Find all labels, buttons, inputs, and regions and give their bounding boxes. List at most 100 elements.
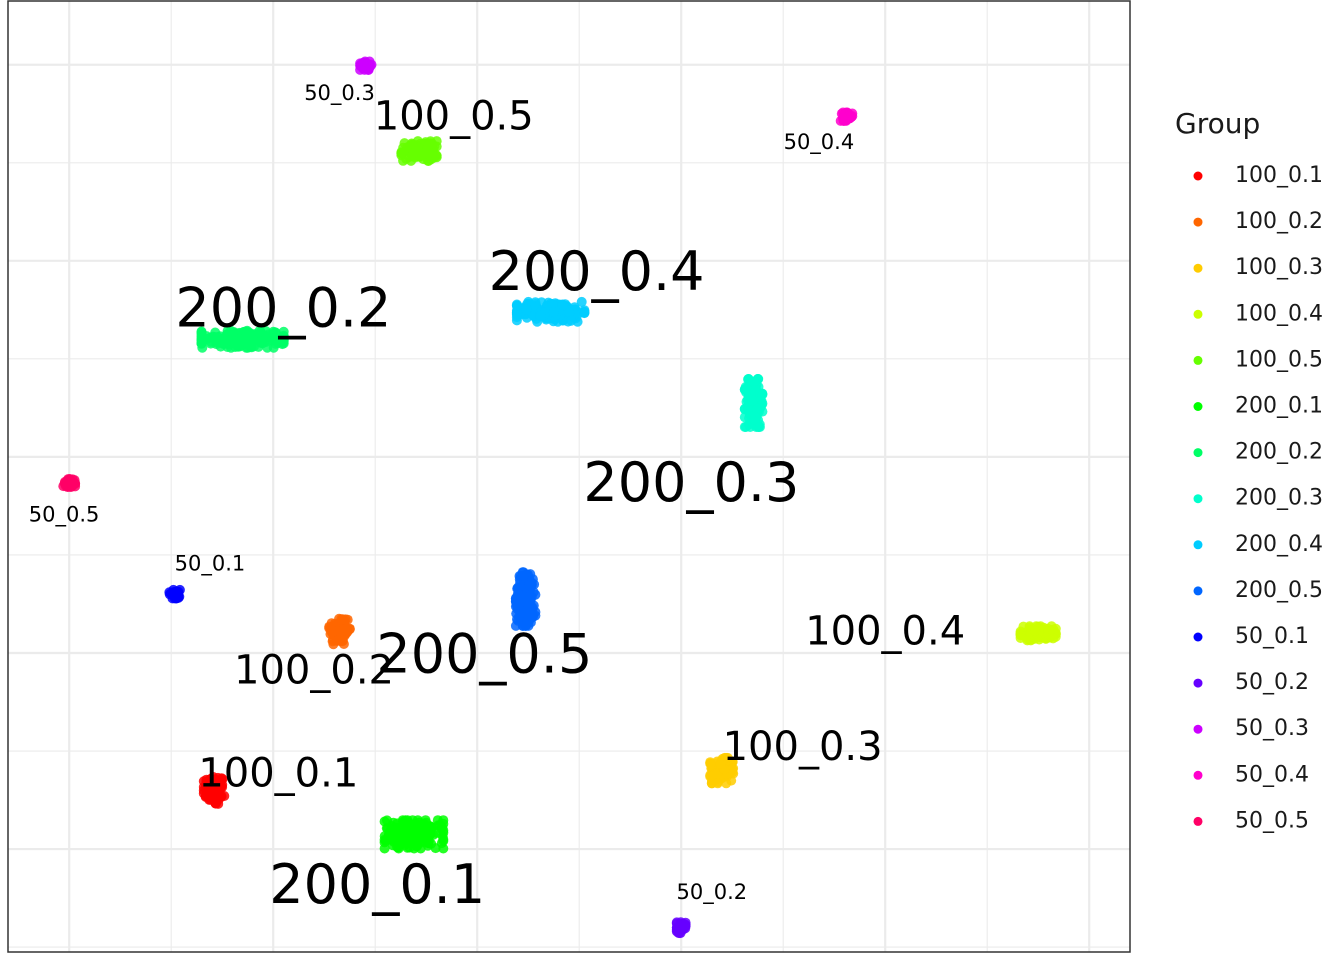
legend-item: 200_0.4: [1193, 532, 1323, 557]
data-point: [564, 307, 575, 318]
data-point: [335, 636, 346, 647]
data-point: [415, 843, 426, 854]
data-point: [518, 570, 529, 581]
legend-item: 200_0.5: [1193, 578, 1323, 603]
cluster-label: 200_0.2: [175, 276, 391, 339]
data-point: [197, 342, 208, 353]
legend-label: 50_0.5: [1235, 808, 1309, 833]
legend-key: [1193, 171, 1203, 181]
series-50_0.2: [671, 917, 691, 939]
legend-label: 100_0.5: [1235, 347, 1323, 372]
data-point: [426, 838, 437, 849]
legend-key: [1193, 263, 1203, 273]
data-point: [226, 335, 237, 346]
data-point: [566, 315, 577, 326]
data-point: [64, 474, 75, 485]
panel-border-rect: [7, 0, 1131, 953]
data-point: [421, 817, 432, 828]
legend-key: [1193, 586, 1203, 596]
legend-item: 50_0.2: [1193, 670, 1309, 695]
series-50_0.5: [58, 474, 81, 492]
legend-items: 100_0.1 100_0.2 100_0.3 100_0.4 100_0.5 200_0…: [1193, 163, 1323, 833]
data-point: [409, 821, 419, 832]
data-point: [222, 326, 233, 337]
series-100_0.3: [705, 752, 739, 789]
legend-item: 100_0.5: [1193, 347, 1323, 372]
data-point: [396, 147, 407, 158]
legend-key: [1193, 309, 1203, 319]
data-point: [712, 778, 723, 789]
legend-key: [1193, 816, 1203, 826]
legend-label: 100_0.2: [1235, 209, 1323, 234]
legend-item: 200_0.1: [1193, 394, 1323, 419]
cluster-label: 100_0.3: [723, 724, 883, 770]
series-100_0.2: [324, 613, 355, 650]
legend-item: 100_0.3: [1193, 255, 1323, 280]
data-point: [379, 843, 390, 854]
legend-label: 200_0.2: [1235, 440, 1323, 465]
legend-item: 100_0.1: [1193, 163, 1323, 188]
legend-key: [1193, 770, 1203, 780]
legend-label: 100_0.3: [1235, 255, 1323, 280]
legend-label: 50_0.2: [1235, 670, 1309, 695]
legend-label: 50_0.3: [1235, 716, 1309, 741]
legend-key: [1193, 724, 1203, 734]
cluster-label: 50_0.5: [29, 503, 100, 528]
data-point: [535, 310, 546, 321]
data-point: [743, 404, 754, 415]
data-point: [1048, 633, 1059, 644]
data-point: [422, 143, 433, 154]
cluster-label: 50_0.3: [304, 81, 375, 106]
data-point: [843, 111, 854, 122]
cluster-label: 200_0.1: [269, 853, 485, 916]
cluster-label: 50_0.2: [676, 880, 747, 905]
data-point: [523, 620, 534, 631]
legend-key: [1193, 355, 1203, 365]
data-point: [520, 595, 530, 606]
legend-item: 200_0.2: [1193, 440, 1323, 465]
legend-label: 200_0.1: [1235, 394, 1323, 419]
data-point: [278, 330, 289, 341]
cluster-label: 200_0.3: [583, 451, 799, 514]
legend-key: [1193, 540, 1203, 550]
data-point: [359, 64, 370, 75]
data-point: [212, 772, 223, 783]
data-point: [679, 922, 690, 933]
data-point: [241, 328, 252, 339]
legend-key: [1193, 448, 1203, 458]
series-100_0.5: [396, 136, 442, 166]
cluster-label: 200_0.5: [376, 623, 592, 686]
data-point: [741, 387, 752, 398]
data-point: [261, 336, 272, 347]
legend-label: 50_0.1: [1235, 624, 1309, 649]
legend-label: 200_0.4: [1235, 532, 1323, 557]
legend-label: 200_0.3: [1235, 486, 1323, 511]
series-200_0.1: [379, 815, 449, 854]
data-point: [268, 342, 279, 353]
legend-key: [1193, 494, 1203, 504]
legend-item: 50_0.1: [1193, 624, 1309, 649]
plot-panel: [8, 1, 1130, 952]
data-point: [425, 829, 436, 839]
data-point: [754, 403, 765, 413]
legend-key: [1193, 402, 1203, 411]
data-point: [757, 389, 768, 400]
data-point: [748, 376, 759, 387]
data-point: [411, 833, 422, 844]
panel-background: [8, 1, 1130, 952]
legend-key: [1193, 632, 1203, 642]
legend-item: 50_0.4: [1193, 762, 1309, 787]
legend-label: 100_0.4: [1235, 301, 1323, 326]
data-point: [739, 412, 750, 423]
legend-label: 200_0.5: [1235, 578, 1323, 603]
legend-label: 100_0.1: [1235, 163, 1323, 188]
data-point: [705, 771, 716, 782]
legend-title: Group: [1175, 107, 1260, 140]
data-point: [511, 300, 522, 311]
data-point: [339, 625, 350, 636]
data-point: [167, 589, 178, 600]
cluster-label: 50_0.4: [784, 130, 855, 155]
data-point: [1018, 621, 1029, 632]
